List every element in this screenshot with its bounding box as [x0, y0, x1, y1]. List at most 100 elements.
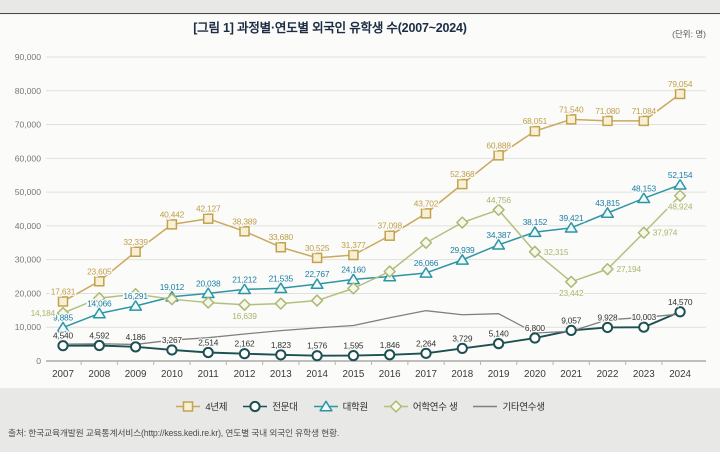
svg-text:2024: 2024	[669, 369, 691, 380]
svg-text:24,160: 24,160	[341, 264, 366, 274]
svg-text:44,756: 44,756	[486, 195, 511, 205]
svg-text:3,729: 3,729	[452, 333, 473, 343]
svg-text:42,127: 42,127	[196, 204, 221, 214]
svg-text:38,389: 38,389	[232, 216, 257, 226]
svg-text:21,535: 21,535	[269, 273, 294, 283]
series-markers	[56, 88, 687, 362]
legend-label: 어학연수 생	[412, 402, 458, 413]
legend-item: 대학원	[313, 399, 368, 413]
svg-text:2011: 2011	[198, 369, 219, 380]
svg-text:19,012: 19,012	[160, 282, 185, 292]
svg-text:60,888: 60,888	[486, 140, 511, 150]
svg-text:43,702: 43,702	[414, 198, 439, 208]
svg-text:2013: 2013	[270, 369, 292, 380]
svg-text:14,184: 14,184	[31, 308, 56, 318]
svg-text:21,212: 21,212	[232, 274, 257, 284]
svg-text:2007: 2007	[52, 369, 74, 380]
svg-text:43,815: 43,815	[595, 198, 620, 208]
svg-text:2012: 2012	[234, 369, 256, 380]
bottom-strip	[0, 388, 720, 452]
svg-text:20,038: 20,038	[196, 278, 221, 288]
top-strip	[0, 0, 720, 13]
svg-text:2014: 2014	[306, 369, 328, 380]
legend-item: 4년제	[175, 399, 228, 413]
svg-text:16,639: 16,639	[232, 311, 257, 321]
svg-text:2008: 2008	[88, 369, 110, 380]
svg-text:71,080: 71,080	[595, 106, 620, 116]
svg-text:5,140: 5,140	[489, 329, 510, 339]
triangle-marker-icon	[313, 400, 338, 411]
svg-text:2019: 2019	[488, 369, 510, 380]
circle-marker-icon	[243, 400, 268, 412]
svg-text:48,924: 48,924	[668, 202, 693, 212]
svg-text:23,442: 23,442	[559, 288, 584, 298]
legend-label: 기타연수생	[502, 402, 545, 413]
svg-text:33,680: 33,680	[269, 232, 294, 242]
svg-text:9,928: 9,928	[598, 312, 619, 322]
chart-panel	[0, 14, 720, 388]
svg-text:40,000: 40,000	[15, 221, 42, 231]
svg-text:90,000: 90,000	[15, 52, 42, 62]
legend-item: 기타연수생	[472, 399, 545, 413]
series-lines	[62, 93, 682, 357]
svg-text:30,525: 30,525	[305, 243, 330, 253]
legend-label: 대학원	[342, 402, 369, 413]
square-marker-icon	[176, 400, 201, 412]
chart-legend: 4년제 전문대 대학원 어학연수 생 기타연수생	[0, 396, 720, 416]
svg-text:1,595: 1,595	[343, 341, 364, 351]
line-swatch-icon	[473, 405, 498, 407]
svg-text:48,153: 48,153	[632, 183, 657, 193]
svg-text:2,264: 2,264	[416, 338, 437, 348]
svg-text:9,885: 9,885	[53, 313, 74, 323]
svg-text:32,339: 32,339	[123, 237, 148, 247]
svg-text:2010: 2010	[161, 369, 183, 380]
svg-text:17,631: 17,631	[51, 286, 76, 296]
svg-text:2018: 2018	[451, 369, 473, 380]
svg-text:2021: 2021	[560, 369, 582, 380]
svg-text:4,592: 4,592	[89, 330, 110, 340]
svg-text:2020: 2020	[524, 369, 546, 380]
svg-text:27,194: 27,194	[617, 264, 642, 274]
svg-text:29,939: 29,939	[450, 245, 475, 255]
x-axis: 2007 2008 2009 2010 2011 2012 2013 2014 2015 2016…	[52, 361, 692, 380]
svg-text:1,576: 1,576	[307, 341, 328, 351]
svg-text:2023: 2023	[633, 369, 655, 380]
svg-text:22,767: 22,767	[305, 269, 330, 279]
svg-text:1,823: 1,823	[271, 340, 292, 350]
svg-text:38,152: 38,152	[523, 217, 548, 227]
svg-text:2022: 2022	[597, 369, 619, 380]
figure-title: [그림 1] 과정별·연도별 외국인 유학생 수(2007~2024)	[193, 21, 467, 35]
diamond-marker-icon	[383, 399, 408, 413]
svg-text:2015: 2015	[343, 369, 365, 380]
svg-text:71,084: 71,084	[632, 106, 657, 116]
svg-text:32,315: 32,315	[544, 247, 569, 257]
svg-text:4,540: 4,540	[53, 331, 74, 341]
legend-item: 어학연수 생	[383, 399, 458, 413]
svg-text:80,000: 80,000	[15, 86, 42, 96]
svg-text:2017: 2017	[415, 369, 437, 380]
gridlines: 0 10,000 20,000 30,000 40,000 50,000 60,000 70,…	[15, 52, 706, 366]
legend-label: 전문대	[272, 402, 298, 413]
svg-text:30,000: 30,000	[15, 255, 42, 265]
svg-text:10,003: 10,003	[632, 312, 657, 322]
svg-text:2009: 2009	[125, 369, 147, 380]
source-note: 출처: 한국교육개발원 교육통계서비스(http://kess.kedi.re.…	[8, 428, 340, 438]
svg-text:4,186: 4,186	[126, 332, 147, 342]
svg-text:52,368: 52,368	[450, 169, 475, 179]
legend-label: 4년제	[205, 402, 228, 413]
svg-text:9,057: 9,057	[561, 315, 582, 325]
svg-text:23,605: 23,605	[87, 266, 112, 276]
svg-text:37,098: 37,098	[377, 221, 402, 231]
svg-text:31,377: 31,377	[341, 240, 366, 250]
svg-text:39,421: 39,421	[559, 213, 584, 223]
svg-text:68,051: 68,051	[523, 116, 548, 126]
svg-text:0: 0	[36, 356, 41, 366]
svg-text:79,054: 79,054	[668, 79, 693, 89]
svg-text:40,442: 40,442	[160, 209, 185, 219]
svg-text:10,000: 10,000	[15, 322, 42, 332]
svg-text:2016: 2016	[379, 369, 401, 380]
svg-text:52,154: 52,154	[668, 170, 693, 180]
svg-text:1,846: 1,846	[380, 340, 401, 350]
line-chart: 0 10,000 20,000 30,000 40,000 50,000 60,000 70,…	[15, 52, 706, 380]
svg-text:2,514: 2,514	[198, 338, 219, 348]
